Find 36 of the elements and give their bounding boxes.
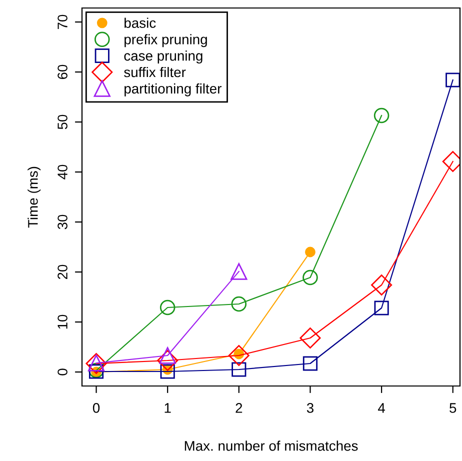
point — [228, 344, 250, 366]
legend-label: suffix filter — [124, 66, 186, 78]
x-tick-label: 0 — [92, 403, 100, 413]
y-tick-label: 50 — [58, 114, 68, 130]
point — [230, 263, 248, 280]
point — [446, 72, 460, 88]
x-tick-label: 5 — [450, 403, 456, 413]
point — [300, 327, 321, 349]
point — [305, 246, 316, 258]
y-axis-title: Time (ms) — [28, 166, 41, 228]
point — [232, 362, 246, 377]
x-tick-label: 3 — [306, 403, 314, 413]
x-tick-label: 2 — [236, 403, 242, 413]
legend-label: prefix pruning — [124, 34, 207, 48]
y-tick-label: 30 — [58, 214, 68, 230]
point — [374, 108, 390, 124]
point — [157, 350, 178, 372]
point — [302, 356, 318, 371]
point — [374, 300, 389, 316]
point — [160, 364, 175, 379]
y-tick-label: 10 — [58, 314, 68, 329]
point — [371, 274, 392, 296]
x-tick-label: 1 — [164, 403, 171, 413]
y-tick-label: 60 — [58, 64, 68, 80]
point — [302, 270, 318, 286]
y-tick-label: 0 — [58, 368, 68, 376]
legend-label: basic — [124, 18, 156, 28]
point — [160, 300, 176, 316]
y-tick-label: 20 — [58, 264, 68, 280]
x-tick-label: 4 — [378, 403, 386, 413]
point — [231, 296, 247, 312]
y-tick-label: 70 — [58, 14, 68, 30]
legend-label: partitioning filter — [124, 83, 222, 96]
legend-label: case pruning — [124, 50, 202, 64]
x-axis-title: Max. number of mismatches — [184, 440, 358, 451]
y-tick-label: 40 — [58, 164, 68, 180]
